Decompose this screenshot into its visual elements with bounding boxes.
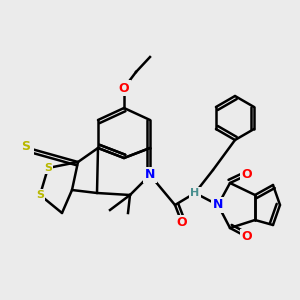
Text: S: S — [23, 142, 32, 154]
Text: N: N — [145, 169, 155, 182]
Text: O: O — [242, 169, 252, 182]
Text: S: S — [22, 140, 31, 152]
Text: N: N — [213, 199, 223, 212]
Text: O: O — [177, 217, 187, 230]
Text: O: O — [242, 230, 252, 244]
Text: H: H — [190, 188, 200, 198]
Text: O: O — [119, 82, 129, 94]
Text: S: S — [36, 190, 44, 200]
Text: S: S — [44, 163, 52, 173]
